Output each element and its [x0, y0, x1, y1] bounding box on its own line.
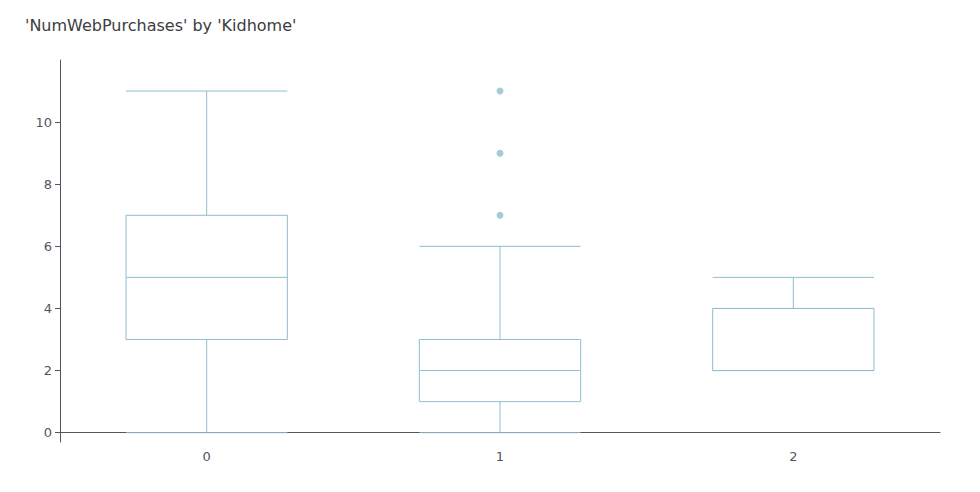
svg-text:6: 6 — [44, 239, 52, 254]
svg-text:0: 0 — [203, 449, 211, 464]
svg-text:0: 0 — [44, 425, 52, 440]
svg-text:1: 1 — [496, 449, 504, 464]
svg-text:8: 8 — [44, 177, 52, 192]
svg-text:2: 2 — [44, 363, 52, 378]
svg-text:10: 10 — [35, 115, 52, 130]
svg-text:'NumWebPurchases' by 'Kidhome': 'NumWebPurchases' by 'Kidhome' — [25, 16, 296, 35]
svg-text:4: 4 — [44, 301, 52, 316]
svg-text:2: 2 — [789, 449, 797, 464]
